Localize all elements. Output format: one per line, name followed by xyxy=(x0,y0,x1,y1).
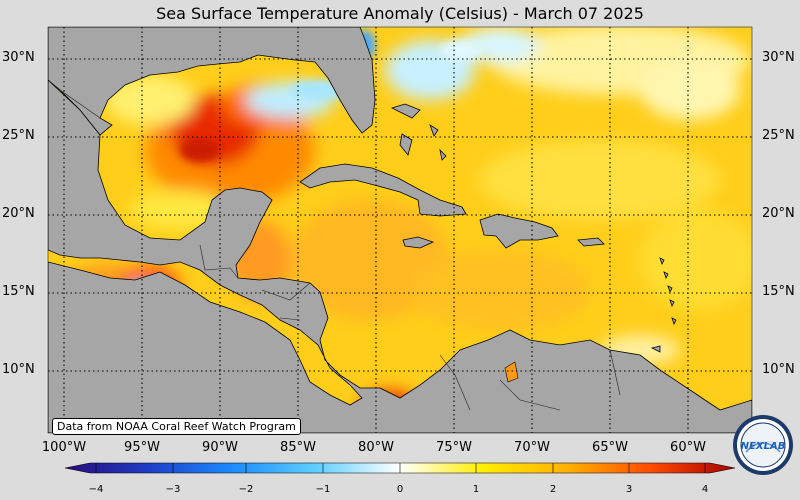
country-borders xyxy=(59,89,621,411)
lon-label-75w: 75°W xyxy=(436,440,472,455)
colorbar xyxy=(64,462,736,474)
lat-label-right-10: 10°N xyxy=(762,362,795,377)
map-frame xyxy=(47,26,753,434)
colorbar-tick-minus3: −3 xyxy=(165,484,181,495)
mexico-central-america-land xyxy=(48,79,752,433)
lon-label-85w: 85°W xyxy=(280,440,316,455)
lake-maracaibo xyxy=(504,361,519,383)
lat-label-left-10: 10°N xyxy=(2,362,35,377)
north-america-land xyxy=(48,27,376,136)
puerto-rico-island xyxy=(577,237,605,247)
map-title: Sea Surface Temperature Anomaly (Celsius… xyxy=(156,4,644,23)
lat-label-right-15: 15°N xyxy=(762,284,795,299)
lat-label-right-20: 20°N xyxy=(762,206,795,221)
lesser-antilles-islands xyxy=(650,257,677,353)
graticule xyxy=(48,27,752,433)
lon-label-90w: 90°W xyxy=(202,440,238,455)
colorbar-tick-2: 2 xyxy=(549,484,557,495)
lat-label-left-25: 25°N xyxy=(2,128,35,143)
nexlab-logo: NEXLAB xyxy=(733,415,793,475)
lat-label-right-25: 25°N xyxy=(762,128,795,143)
lon-label-70w: 70°W xyxy=(514,440,550,455)
lat-label-right-30: 30°N xyxy=(762,50,795,65)
lat-label-left-20: 20°N xyxy=(2,206,35,221)
lon-label-65w: 65°W xyxy=(592,440,628,455)
hispaniola-island xyxy=(479,213,559,249)
colorbar-tick-3: 3 xyxy=(625,484,633,495)
lat-label-left-30: 30°N xyxy=(2,50,35,65)
lat-label-left-15: 15°N xyxy=(2,284,35,299)
colorbar-tick-minus2: −2 xyxy=(238,484,254,495)
bahamas-islands xyxy=(390,103,447,161)
colorbar-tick-1: 1 xyxy=(472,484,480,495)
lon-label-60w: 60°W xyxy=(670,440,706,455)
colorbar-tick-minus1: −1 xyxy=(315,484,331,495)
lon-label-100w: 100°W xyxy=(41,440,87,455)
colorbar-tick-4: 4 xyxy=(701,484,709,495)
jamaica-island xyxy=(402,236,435,249)
anomaly-patches xyxy=(48,27,752,430)
colorbar-tick-0: 0 xyxy=(396,484,404,495)
colorbar-tick-minus4: −4 xyxy=(88,484,104,495)
lon-label-95w: 95°W xyxy=(124,440,160,455)
svg-text:NEXLAB: NEXLAB xyxy=(741,441,786,452)
lon-label-80w: 80°W xyxy=(358,440,394,455)
land xyxy=(48,27,752,433)
data-credit-box: Data from NOAA Coral Reef Watch Program xyxy=(52,418,301,435)
